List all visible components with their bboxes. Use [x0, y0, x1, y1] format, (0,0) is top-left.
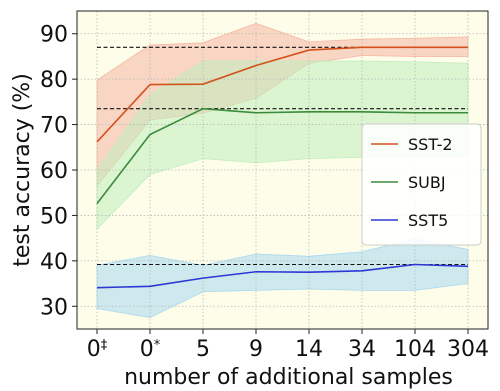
x-tick-label: 104 [394, 337, 436, 362]
x-tick-label: 9 [249, 337, 263, 362]
x-tick-label: 0* [140, 337, 161, 362]
series-line-sst-2 [96, 46, 468, 143]
y-tick-label: 70 [40, 114, 68, 139]
y-axis-label: test accuracy (%) [10, 73, 35, 267]
legend-label-sst5: SST5 [408, 211, 448, 230]
x-tick-label: 14 [295, 337, 323, 362]
x-tick-label: 34 [348, 337, 376, 362]
y-tick-label: 90 [40, 23, 68, 48]
x-tick-label: 5 [196, 337, 210, 362]
x-tick-label: 0‡ [87, 337, 108, 362]
legend-box [361, 123, 482, 246]
legend: SST-2 SUBJ SST5 [361, 123, 482, 246]
x-tick-label: 304 [447, 337, 489, 362]
y-tick-label: 30 [40, 295, 68, 320]
y-axis-ticks: 30 40 50 60 70 80 90 [40, 23, 77, 320]
series-lines [96, 46, 469, 289]
y-tick-label: 80 [40, 68, 68, 93]
series-line-sst5 [96, 263, 469, 289]
confidence-bands [96, 22, 469, 319]
y-tick-label: 50 [40, 204, 68, 229]
series-line-subj [96, 107, 468, 205]
x-axis-ticks: 0‡ 0* 5 9 14 34 104 304 [87, 329, 489, 362]
y-tick-label: 60 [40, 159, 68, 184]
legend-label-sst-2: SST-2 [408, 135, 453, 154]
y-tick-label: 40 [40, 250, 68, 275]
band-sst5 [96, 238, 469, 319]
legend-label-subj: SUBJ [408, 173, 446, 192]
x-axis-label: number of additional samples [124, 365, 453, 390]
grid-lines [77, 11, 488, 329]
